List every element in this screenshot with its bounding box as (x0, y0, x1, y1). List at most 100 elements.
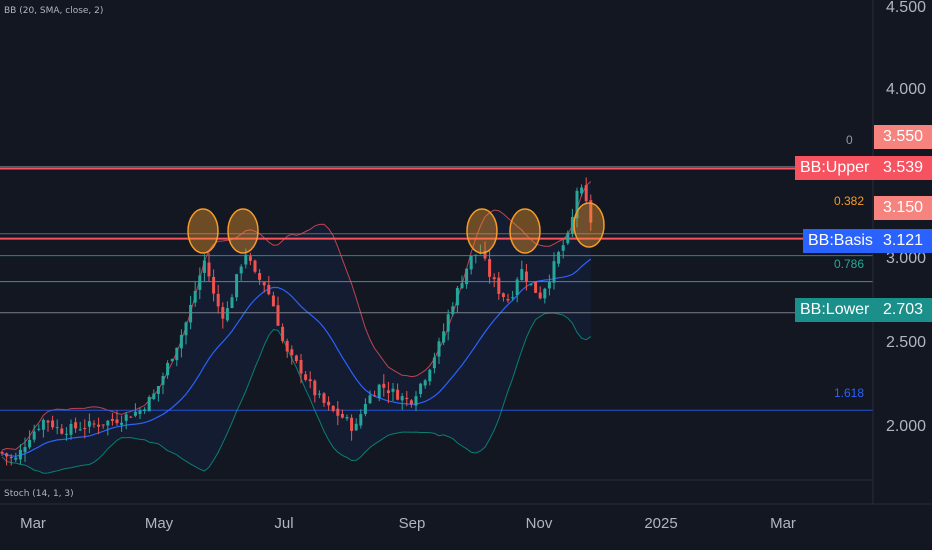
candle-body (557, 252, 561, 264)
time-label-2025: 2025 (644, 515, 678, 532)
candle-body (552, 261, 556, 283)
candle-body (373, 395, 377, 397)
candle-body (9, 456, 13, 458)
bb-upper-line (1, 181, 592, 451)
candle-body (253, 260, 257, 272)
bb-basis-label: BB:Basis (803, 229, 878, 253)
candle-body (138, 410, 142, 415)
candle-body (359, 414, 363, 426)
candle-body (543, 288, 547, 299)
candle-body (538, 292, 542, 299)
resistance-circle (509, 208, 541, 254)
candle-body (37, 428, 41, 430)
candle-body (221, 307, 225, 319)
candle-body (161, 375, 165, 385)
candle-body (294, 355, 298, 362)
level-mid-tag: 3.150 (874, 196, 932, 220)
candle-body (354, 423, 358, 431)
candle-body (575, 190, 579, 219)
bb-lower-tag: 2.703 (874, 298, 932, 322)
candle-body (120, 422, 124, 425)
bb-basis-tag: 3.121 (874, 229, 932, 253)
candle-body (235, 274, 239, 298)
candle-body (124, 414, 128, 421)
candle-body (23, 447, 27, 453)
candle-body (566, 232, 570, 244)
time-label-mar: Mar (20, 515, 46, 532)
candle-body (152, 393, 156, 400)
candle-body (133, 411, 137, 416)
candle-body (432, 357, 436, 369)
candle-body (83, 428, 87, 430)
price-tick: 4.500 (885, 0, 926, 16)
candle-body (340, 413, 344, 418)
candle-body (78, 429, 82, 431)
candle-body (46, 420, 50, 423)
candle-body (14, 457, 18, 460)
candle-body (290, 349, 294, 356)
candle-body (101, 424, 105, 426)
candle-body (285, 340, 289, 352)
price-tick: 3.000 (885, 250, 926, 267)
candle-body (239, 266, 243, 274)
candle-body (442, 331, 446, 343)
price-tick: 4.000 (885, 81, 926, 98)
candle-body (41, 419, 45, 430)
candle-body (561, 245, 565, 251)
candle-body (230, 297, 234, 308)
candle-body (584, 185, 588, 202)
candle-body (244, 254, 248, 265)
candle-body (377, 384, 381, 399)
price-tick: 2.000 (885, 418, 926, 435)
candle-body (534, 281, 538, 293)
candle-body (391, 388, 395, 392)
level-top-tag: 3.550 (874, 125, 932, 149)
bb-legend[interactable]: BB (20, SMA, close, 2) (4, 6, 104, 16)
bb-upper-label: BB:Upper (795, 156, 875, 180)
candle-body (455, 287, 459, 306)
resistance-circle (227, 208, 259, 254)
candle-body (483, 250, 487, 259)
candle-body (106, 420, 110, 426)
candle-body (193, 290, 197, 303)
level-lines (0, 0, 874, 504)
candle-body (18, 449, 22, 460)
candle-body (386, 390, 390, 394)
bb-upper-tag: 3.539 (874, 156, 932, 180)
candle-body (414, 396, 418, 406)
candle-body (5, 453, 9, 457)
candle-body (570, 216, 574, 234)
candle-body (198, 275, 202, 290)
candles (0, 177, 593, 466)
bb-basis-line (1, 258, 592, 457)
stoch-legend[interactable]: Stoch (14, 1, 3) (4, 489, 74, 499)
candle-body (51, 420, 55, 428)
candle-body (350, 417, 354, 431)
resistance-circle (187, 208, 219, 254)
candle-body (506, 299, 510, 301)
candle-body (202, 260, 206, 273)
candle-body (400, 396, 404, 401)
candle-body (524, 271, 528, 282)
time-label-may: May (144, 515, 174, 532)
candle-body (179, 334, 183, 349)
candle-body (258, 273, 262, 280)
fib-label-0382: 0.382 (834, 194, 865, 208)
candle-body (322, 393, 326, 403)
candle-body (97, 424, 101, 427)
candle-body (423, 380, 427, 386)
candle-body (271, 295, 275, 307)
bb-lower-label: BB:Lower (795, 298, 875, 322)
candle-body (262, 282, 266, 286)
candle-body (110, 418, 114, 421)
candle-body (451, 306, 455, 315)
candle-body (225, 308, 229, 321)
candle-body (396, 389, 400, 400)
time-label-mar-2025: Mar (770, 515, 796, 532)
candle-body (308, 379, 312, 382)
candle-body (69, 423, 73, 435)
candle-body (529, 283, 533, 285)
candle-body (382, 383, 386, 388)
candle-body (405, 397, 409, 400)
